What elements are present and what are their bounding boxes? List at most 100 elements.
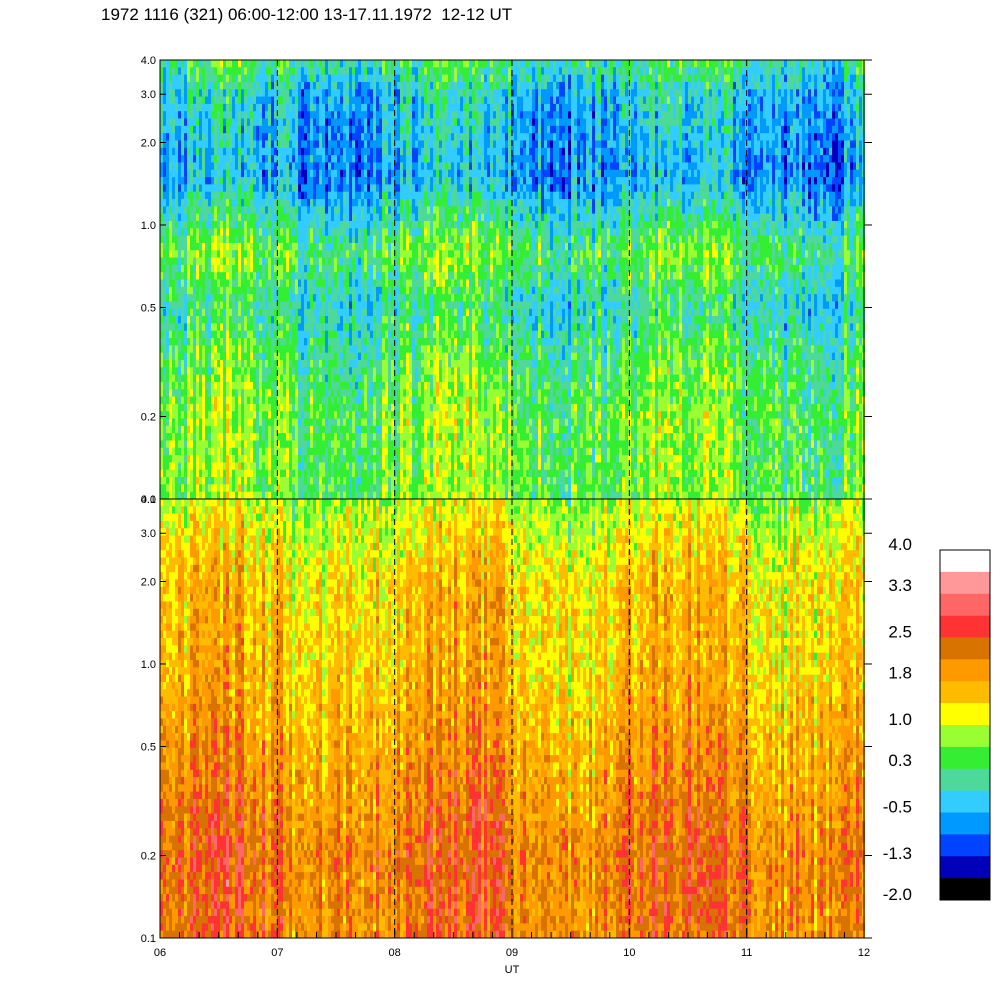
spectrogram-cell [319, 389, 322, 397]
spectrogram-cell [160, 491, 163, 500]
spectrogram-cell [349, 359, 352, 368]
spectrogram-cell [406, 162, 409, 171]
spectrogram-cell [271, 81, 274, 90]
spectrogram-cell [250, 118, 253, 127]
spectrogram-cell [289, 316, 292, 324]
spectrogram-cell [226, 147, 229, 156]
spectrogram-cell [160, 133, 163, 141]
spectrogram-cell [259, 235, 262, 244]
spectrogram-cell [379, 228, 382, 236]
spectrogram-cell [304, 257, 307, 266]
spectrogram-cell [205, 279, 208, 288]
spectrogram-cell [367, 74, 370, 83]
spectrogram-cell [172, 389, 175, 397]
spectrogram-cell [202, 250, 205, 258]
spectrogram-cell [199, 228, 202, 236]
spectrogram-cell [232, 103, 235, 112]
spectrogram-cell [355, 316, 358, 324]
spectrogram-cell [382, 199, 385, 207]
spectrogram-cell [349, 403, 352, 412]
spectrogram-cell [169, 286, 172, 295]
spectrogram-cell [292, 345, 295, 354]
spectrogram-cell [232, 440, 235, 449]
spectrogram-cell [349, 272, 352, 280]
spectrogram-cell [298, 374, 301, 383]
spectrogram-cell [394, 389, 397, 397]
spectrogram-cell [202, 213, 205, 222]
spectrogram-cell [226, 60, 229, 68]
spectrogram-cell [241, 345, 244, 354]
spectrogram-cell [271, 294, 274, 302]
spectrogram-cell [217, 177, 220, 185]
spectrogram-cell [226, 162, 229, 171]
spectrogram-cell [307, 469, 310, 478]
spectrogram-cell [346, 381, 349, 390]
spectrogram-cell [184, 491, 187, 500]
spectrogram-cell [343, 323, 346, 332]
spectrogram-cell [211, 338, 214, 346]
spectrogram-cell [307, 403, 310, 412]
spectrogram-cell [379, 81, 382, 90]
spectrogram-cell [295, 455, 298, 463]
spectrogram-cell [403, 359, 406, 368]
spectrogram-cell [316, 155, 319, 163]
spectrogram-cell [223, 403, 226, 412]
spectrogram-cell [187, 103, 190, 112]
spectrogram-cell [403, 330, 406, 339]
spectrogram-cell [295, 220, 298, 229]
spectrogram-cell [169, 184, 172, 193]
spectrogram-cell [298, 286, 301, 295]
spectrogram-cell [202, 491, 205, 500]
spectrogram-cell [241, 89, 244, 97]
spectrogram-cell [394, 279, 397, 288]
spectrogram-cell [316, 279, 319, 288]
spectrogram-cell [181, 279, 184, 288]
spectrogram-cell [373, 308, 376, 317]
spectrogram-cell [172, 177, 175, 185]
spectrogram-cell [340, 352, 343, 361]
spectrogram-cell [382, 308, 385, 317]
spectrogram-cell [349, 235, 352, 244]
spectrogram-cell [247, 433, 250, 441]
spectrogram-cell [178, 67, 181, 76]
spectrogram-cell [325, 60, 328, 68]
spectrogram-cell [220, 447, 223, 456]
spectrogram-cell [322, 111, 325, 119]
spectrogram-cell [172, 264, 175, 273]
spectrogram-cell [388, 301, 391, 310]
spectrogram-cell [397, 81, 400, 90]
spectrogram-cell [364, 345, 367, 354]
spectrogram-cell [247, 491, 250, 500]
spectrogram-cell [334, 381, 337, 390]
spectrogram-cell [301, 477, 304, 485]
spectrogram-cell [325, 338, 328, 346]
spectrogram-cell [310, 257, 313, 266]
spectrogram-cell [361, 60, 364, 68]
spectrogram-cell [328, 250, 331, 258]
spectrogram-cell [166, 403, 169, 412]
spectrogram-cell [184, 338, 187, 346]
spectrogram-cell [391, 242, 394, 251]
spectrogram-cell [313, 447, 316, 456]
spectrogram-cell [388, 469, 391, 478]
spectrogram-cell [217, 162, 220, 171]
spectrogram-cell [208, 96, 211, 105]
spectrogram-cell [253, 125, 256, 134]
spectrogram-cell [286, 440, 289, 449]
spectrogram-cell [394, 162, 397, 171]
spectrogram-cell [385, 338, 388, 346]
spectrogram-cell [223, 147, 226, 156]
spectrogram-cell [271, 74, 274, 83]
spectrogram-cell [217, 462, 220, 471]
spectrogram-cell [166, 389, 169, 397]
spectrogram-cell [262, 257, 265, 266]
spectrogram-cell [334, 352, 337, 361]
spectrogram-cell [352, 338, 355, 346]
spectrogram-cell [199, 213, 202, 222]
spectrogram-cell [316, 367, 319, 376]
spectrogram-cell [265, 484, 268, 493]
spectrogram-cell [181, 389, 184, 397]
spectrogram-cell [256, 272, 259, 280]
spectrogram-cell [322, 447, 325, 456]
spectrogram-cell [235, 345, 238, 354]
